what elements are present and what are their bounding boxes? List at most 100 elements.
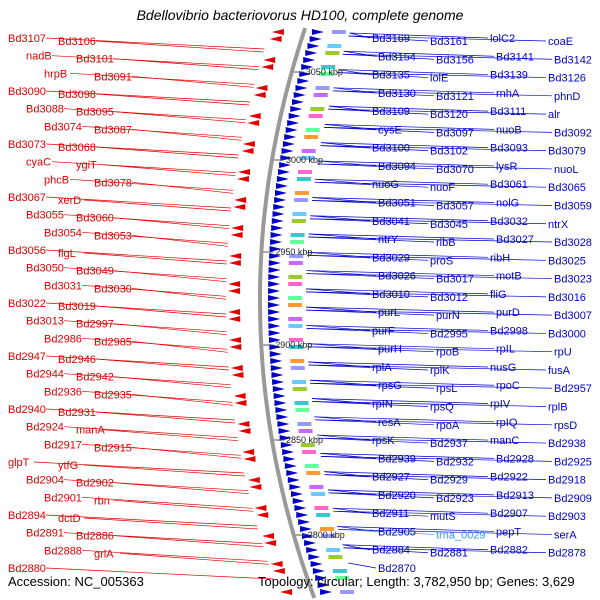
left-gene-label: cyaC: [26, 157, 51, 169]
right-strand-arrow: [268, 323, 281, 329]
right-gene-label: Bd3065: [548, 182, 586, 194]
right-connector-line: [310, 382, 435, 389]
right-gene-label: Bd3057: [436, 200, 474, 212]
left-connector-line: [81, 496, 253, 509]
right-connector-line: [332, 90, 553, 97]
right-connector-line: [312, 200, 553, 206]
right-strand-arrow: [284, 463, 297, 469]
left-gene-label: grlA: [94, 548, 114, 560]
right-connector-line: [348, 35, 429, 42]
right-connector-line: [332, 507, 371, 514]
right-gene-label: ntrY: [378, 234, 399, 246]
right-gene-label: trna_0029: [436, 529, 486, 541]
right-strand-arrow: [270, 232, 283, 238]
left-strand-arrow: [261, 64, 274, 70]
annotation-block: [302, 450, 317, 454]
right-gene-label: Bd3130: [378, 88, 416, 100]
left-connector-line: [113, 58, 259, 71]
annotation-block: [290, 359, 305, 363]
right-connector-line: [343, 547, 429, 554]
right-gene-label: phnD: [554, 91, 580, 103]
map-title: Bdellovibrio bacteriovorus HD100, comple…: [137, 7, 464, 23]
right-strand-arrow: [272, 379, 285, 385]
right-strand-arrow: [269, 246, 282, 252]
left-strand-arrow: [242, 141, 255, 147]
right-strand-arrow: [289, 484, 302, 490]
left-connector-line: [131, 234, 228, 247]
left-connector-line: [81, 125, 243, 138]
right-gene-label: rpIL: [496, 344, 515, 356]
right-connector-line: [317, 163, 435, 170]
right-gene-label: purF: [372, 325, 395, 337]
left-strand-arrow: [263, 57, 276, 63]
right-strand-arrow: [268, 295, 281, 301]
left-gene-label: Bd2886: [76, 531, 114, 543]
right-strand-arrow: [297, 78, 310, 84]
right-strand-arrow: [295, 85, 308, 91]
left-connector-line: [131, 287, 227, 300]
right-strand-arrow: [291, 99, 304, 105]
right-gene-label: nusG: [490, 362, 516, 374]
right-connector-line: [314, 419, 553, 426]
right-strand-arrow: [293, 92, 306, 98]
left-gene-label: Bd2940: [8, 404, 46, 416]
right-strand-arrow: [276, 176, 289, 182]
left-gene-label: Bd2931: [58, 407, 96, 419]
right-strand-arrow: [268, 316, 281, 322]
right-strand-arrow: [309, 36, 322, 42]
left-connector-line: [45, 90, 251, 103]
right-gene-label: fliG: [490, 289, 507, 301]
right-gene-label: Bd3142: [554, 54, 592, 66]
left-connector-line: [95, 146, 239, 159]
right-gene-label: rpIQ: [496, 417, 518, 429]
right-strand-arrow: [268, 274, 281, 280]
backbone-arc: [258, 27, 317, 599]
right-gene-label: nuoF: [430, 182, 455, 194]
right-connector-line: [314, 178, 489, 185]
right-gene-label: Bd2881: [430, 548, 468, 560]
left-gene-label: Bd2902: [76, 478, 114, 490]
right-gene-label: rpsD: [554, 420, 577, 432]
left-gene-label: manA: [76, 425, 105, 437]
left-connector-line: [113, 217, 230, 230]
left-connector-line: [131, 446, 242, 459]
annotation-block: [298, 429, 313, 433]
right-strand-arrow: [300, 526, 313, 532]
right-strand-arrow: [273, 204, 286, 210]
right-gene-label: Bd2929: [430, 475, 468, 487]
right-connector-line: [308, 364, 429, 371]
left-connector-line: [63, 479, 249, 492]
right-strand-arrow: [310, 561, 323, 567]
left-connector-line: [83, 517, 259, 530]
left-strand-arrow: [230, 232, 243, 238]
right-strand-arrow: [271, 218, 284, 224]
right-gene-label: Bd3109: [372, 106, 410, 118]
left-strand-arrow: [228, 316, 241, 322]
left-strand-arrow: [231, 225, 244, 231]
left-connector-line: [81, 549, 268, 562]
right-gene-label: Bd2925: [554, 456, 592, 468]
left-gene-label: nadB: [26, 51, 52, 63]
right-strand-arrow: [268, 260, 281, 266]
annotation-block: [326, 548, 341, 552]
right-gene-label: rpsK: [372, 435, 395, 447]
left-connector-line: [63, 373, 231, 386]
left-gene-label: Bd3073: [8, 139, 46, 151]
left-connector-line: [131, 128, 242, 141]
right-gene-label: ribB: [436, 237, 456, 249]
left-strand-arrow: [230, 365, 243, 371]
right-gene-label: Bd2878: [548, 548, 586, 560]
right-connector-line: [317, 437, 547, 444]
right-gene-label: Bd3121: [436, 91, 474, 103]
left-connector-line: [113, 376, 231, 389]
right-connector-line: [343, 547, 547, 554]
left-gene-label: flgL: [58, 248, 76, 260]
left-connector-line: [45, 408, 235, 421]
left-connector-line: [63, 267, 227, 280]
annotation-block: [300, 156, 315, 160]
left-gene-label: Bd3050: [26, 263, 64, 275]
annotation-block: [289, 338, 303, 342]
right-gene-label: Bd3126: [548, 73, 586, 85]
right-connector-line: [324, 127, 435, 133]
annotation-block: [288, 275, 303, 279]
